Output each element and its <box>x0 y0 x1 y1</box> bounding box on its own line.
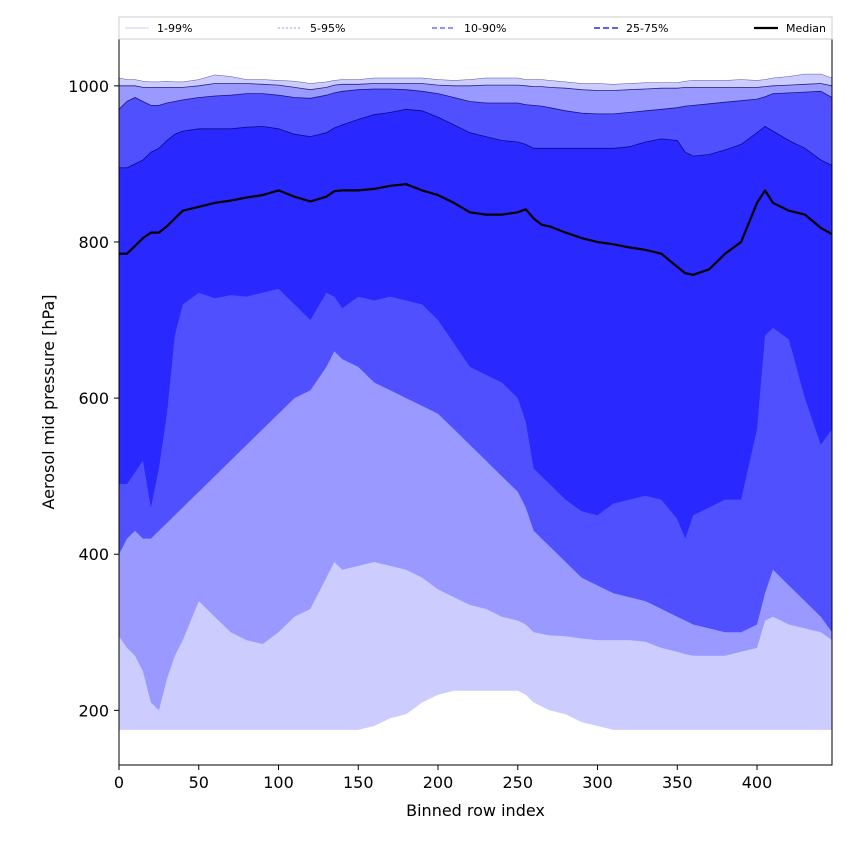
band-edge-1-99pct <box>118 73 833 85</box>
x-tick-label: 250 <box>502 773 533 792</box>
legend-label: 10-90% <box>464 22 506 35</box>
x-tick-label: 300 <box>582 773 613 792</box>
y-tick-label: 1000 <box>68 77 109 96</box>
legend: 1-99% 5-95% 10-90% 25-75% Median <box>118 16 833 40</box>
x-axis-label: Binned row index <box>406 801 545 820</box>
band-edge-10-90pct <box>118 88 833 115</box>
band-edge-5-95pct <box>119 83 833 91</box>
x-tick-label: 50 <box>189 773 209 792</box>
legend-label: Median <box>786 22 826 35</box>
x-axis: 0 50 100 150 200 250 300 350 400 <box>114 765 772 792</box>
x-tick-label: 400 <box>742 773 773 792</box>
lines-layer <box>119 183 833 276</box>
band-25-75pct <box>119 109 832 539</box>
y-tick-label: 600 <box>78 389 109 408</box>
x-tick-label: 100 <box>263 773 294 792</box>
y-axis-label: Aerosol mid pressure [hPa] <box>39 294 58 509</box>
x-tick-label: 150 <box>343 773 374 792</box>
y-axis: 200 400 600 800 1000 <box>68 77 119 720</box>
y-tick-label: 400 <box>78 545 109 564</box>
y-tick-label: 200 <box>78 701 109 720</box>
bands-layer <box>118 73 833 730</box>
band-edge-25-75pct <box>119 108 833 169</box>
x-tick-label: 200 <box>423 773 454 792</box>
y-tick-label: 800 <box>78 233 109 252</box>
legend-label: 5-95% <box>310 22 345 35</box>
legend-label: 1-99% <box>157 22 192 35</box>
legend-label: 25-75% <box>626 22 668 35</box>
series-line-median <box>119 183 833 276</box>
legend-box <box>118 16 833 40</box>
x-tick-label: 0 <box>114 773 124 792</box>
x-tick-label: 350 <box>662 773 693 792</box>
